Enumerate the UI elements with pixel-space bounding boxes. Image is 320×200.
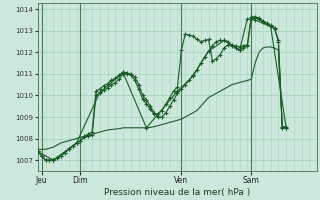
X-axis label: Pression niveau de la mer( hPa ): Pression niveau de la mer( hPa ) — [104, 188, 251, 197]
